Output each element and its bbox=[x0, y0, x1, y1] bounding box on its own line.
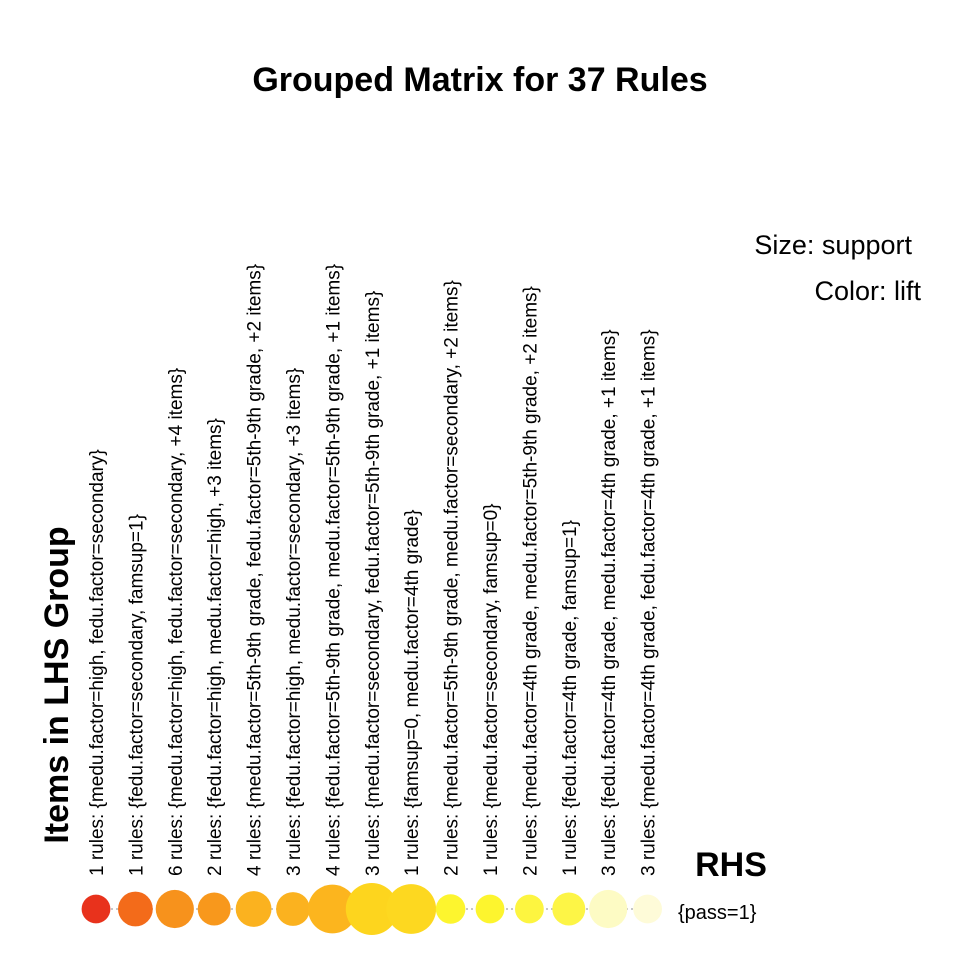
rule-group-point bbox=[386, 884, 437, 934]
lhs-group-label: 3 rules: {medu.factor=4th grade, fedu.fa… bbox=[639, 329, 660, 876]
rule-group-point bbox=[117, 891, 153, 927]
lhs-group-label: 6 rules: {medu.factor=high, fedu.factor=… bbox=[166, 368, 187, 876]
y-axis-label: Items in LHS Group bbox=[38, 526, 76, 843]
rule-points bbox=[81, 883, 662, 935]
lhs-group-label: 1 rules: {famsup=0, medu.factor=4th grad… bbox=[402, 509, 423, 876]
legend-color-label: Color: lift bbox=[814, 276, 921, 306]
legend-size-label: Size: support bbox=[754, 230, 912, 260]
lhs-group-label: 3 rules: {fedu.factor=4th grade, medu.fa… bbox=[599, 329, 620, 876]
rule-group-point bbox=[552, 892, 586, 926]
rule-group-point bbox=[475, 894, 505, 924]
rule-group-point bbox=[515, 894, 544, 924]
lhs-group-label: 3 rules: {medu.factor=secondary, fedu.fa… bbox=[363, 291, 384, 876]
rhs-item-label: {pass=1} bbox=[678, 902, 757, 924]
rule-group-point bbox=[345, 883, 398, 935]
lhs-group-label: 1 rules: {fedu.factor=4th grade, famsup=… bbox=[560, 520, 581, 876]
lhs-group-label: 2 rules: {medu.factor=5th-9th grade, med… bbox=[442, 280, 463, 876]
rule-group-point bbox=[276, 892, 310, 926]
lhs-group-label: 2 rules: {medu.factor=4th grade, medu.fa… bbox=[520, 286, 541, 876]
lhs-group-label: 3 rules: {fedu.factor=high, medu.factor=… bbox=[284, 368, 305, 876]
lhs-group-label: 4 rules: {fedu.factor=5th-9th grade, med… bbox=[323, 264, 344, 876]
rule-group-point bbox=[308, 884, 357, 934]
lhs-group-label: 4 rules: {medu.factor=5th-9th grade, fed… bbox=[245, 264, 266, 876]
rule-group-point bbox=[155, 889, 194, 929]
lhs-group-labels: 1 rules: {medu.factor=high, fedu.factor=… bbox=[87, 264, 660, 876]
chart-title: Grouped Matrix for 37 Rules bbox=[252, 61, 707, 99]
rule-group-point bbox=[589, 889, 628, 929]
rule-group-point bbox=[633, 894, 662, 924]
rule-group-point bbox=[435, 894, 466, 924]
lhs-group-label: 1 rules: {fedu.factor=secondary, famsup=… bbox=[126, 514, 147, 876]
lhs-group-label: 2 rules: {fedu.factor=high, medu.factor=… bbox=[205, 418, 226, 876]
lhs-group-label: 1 rules: {medu.factor=secondary, famsup=… bbox=[481, 504, 502, 876]
rule-group-point bbox=[235, 891, 272, 927]
rhs-axis-label: RHS bbox=[695, 846, 767, 884]
rule-group-point bbox=[197, 892, 231, 926]
lhs-group-label: 1 rules: {medu.factor=high, fedu.factor=… bbox=[87, 449, 108, 876]
rule-group-point bbox=[81, 894, 111, 924]
